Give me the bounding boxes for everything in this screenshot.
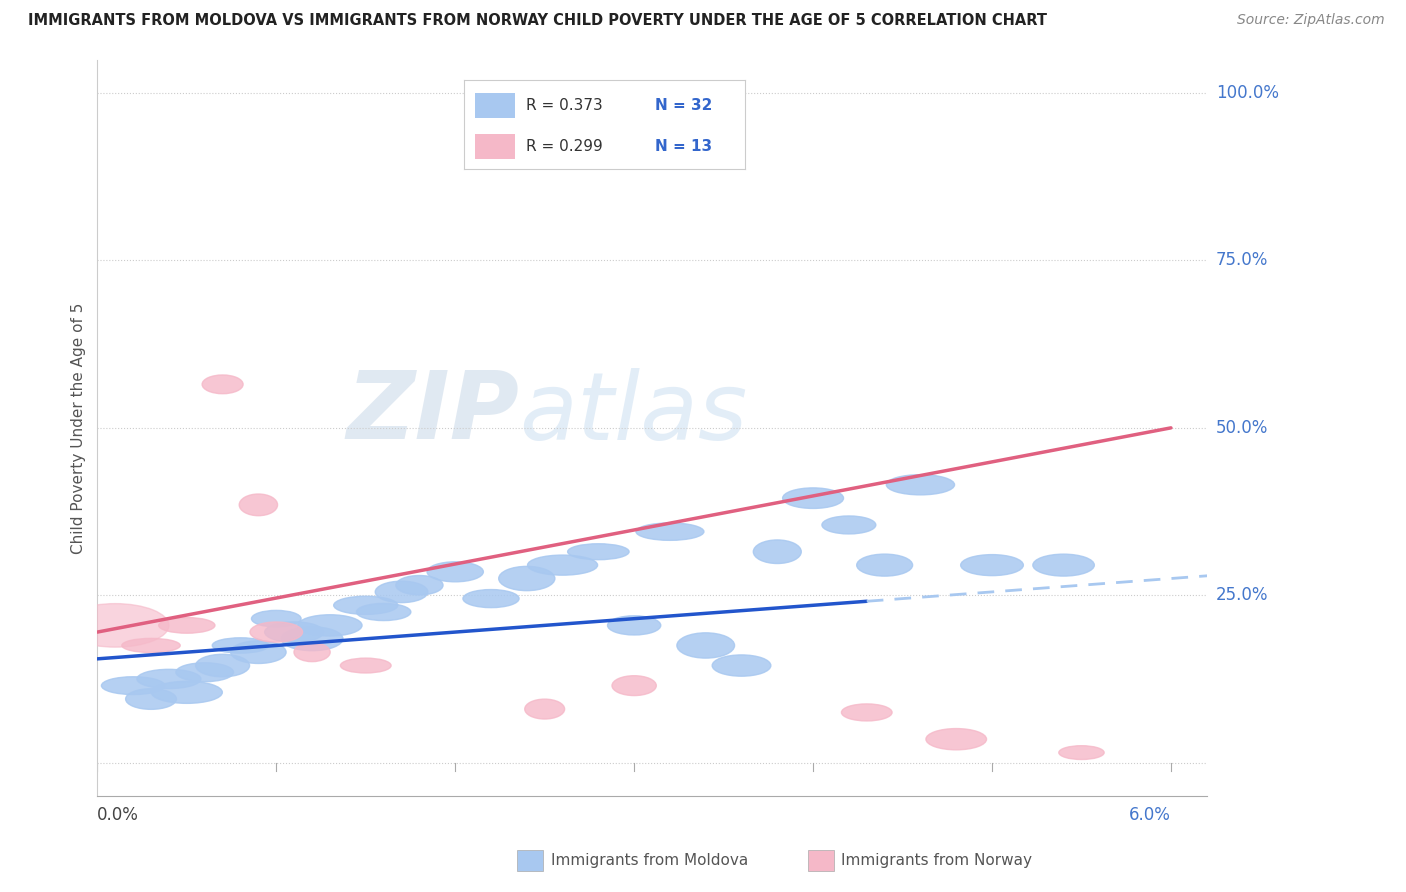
Ellipse shape [281, 627, 343, 650]
Ellipse shape [176, 663, 233, 681]
Ellipse shape [1059, 746, 1104, 759]
Ellipse shape [136, 669, 201, 689]
Ellipse shape [333, 596, 398, 615]
Ellipse shape [239, 494, 277, 516]
Ellipse shape [499, 566, 555, 591]
FancyBboxPatch shape [475, 93, 515, 118]
Ellipse shape [231, 640, 285, 664]
Ellipse shape [202, 375, 243, 393]
Text: IMMIGRANTS FROM MOLDOVA VS IMMIGRANTS FROM NORWAY CHILD POVERTY UNDER THE AGE OF: IMMIGRANTS FROM MOLDOVA VS IMMIGRANTS FR… [28, 13, 1047, 29]
Text: 100.0%: 100.0% [1216, 84, 1278, 102]
Ellipse shape [250, 622, 302, 642]
Ellipse shape [676, 632, 734, 658]
Text: R = 0.299: R = 0.299 [526, 139, 603, 153]
Ellipse shape [607, 615, 661, 635]
Ellipse shape [212, 638, 269, 653]
Ellipse shape [524, 699, 565, 719]
Ellipse shape [264, 622, 323, 642]
Ellipse shape [1033, 554, 1094, 576]
Ellipse shape [856, 554, 912, 576]
Text: ZIP: ZIP [346, 368, 519, 459]
Ellipse shape [125, 689, 176, 709]
Text: 25.0%: 25.0% [1216, 586, 1268, 604]
Text: R = 0.373: R = 0.373 [526, 98, 603, 112]
Text: N = 32: N = 32 [655, 98, 713, 112]
Ellipse shape [101, 677, 165, 695]
Ellipse shape [713, 655, 770, 676]
Ellipse shape [122, 639, 180, 653]
Text: 50.0%: 50.0% [1216, 419, 1268, 437]
Text: Source: ZipAtlas.com: Source: ZipAtlas.com [1237, 13, 1385, 28]
Ellipse shape [754, 540, 801, 564]
Text: 0.0%: 0.0% [97, 806, 139, 824]
Ellipse shape [783, 488, 844, 508]
Ellipse shape [927, 729, 987, 750]
Ellipse shape [396, 575, 443, 595]
Ellipse shape [823, 516, 876, 534]
Ellipse shape [636, 523, 704, 541]
Text: N = 13: N = 13 [655, 139, 713, 153]
Ellipse shape [298, 615, 363, 636]
Ellipse shape [357, 603, 411, 621]
Ellipse shape [612, 676, 657, 696]
Ellipse shape [159, 617, 215, 633]
Text: Immigrants from Norway: Immigrants from Norway [841, 854, 1032, 868]
Ellipse shape [294, 642, 330, 662]
Ellipse shape [252, 610, 301, 627]
Ellipse shape [960, 555, 1024, 575]
Ellipse shape [527, 555, 598, 575]
Text: 75.0%: 75.0% [1216, 252, 1268, 269]
Ellipse shape [152, 681, 222, 704]
Text: 6.0%: 6.0% [1129, 806, 1171, 824]
FancyBboxPatch shape [475, 134, 515, 159]
Ellipse shape [375, 582, 427, 603]
Ellipse shape [427, 562, 484, 582]
Ellipse shape [463, 590, 519, 607]
Y-axis label: Child Poverty Under the Age of 5: Child Poverty Under the Age of 5 [72, 302, 86, 554]
Ellipse shape [841, 704, 891, 721]
Ellipse shape [886, 475, 955, 495]
Text: atlas: atlas [519, 368, 747, 458]
Ellipse shape [568, 544, 628, 559]
Text: Immigrants from Moldova: Immigrants from Moldova [551, 854, 748, 868]
Ellipse shape [340, 658, 391, 673]
Ellipse shape [62, 604, 169, 647]
Ellipse shape [195, 654, 250, 677]
